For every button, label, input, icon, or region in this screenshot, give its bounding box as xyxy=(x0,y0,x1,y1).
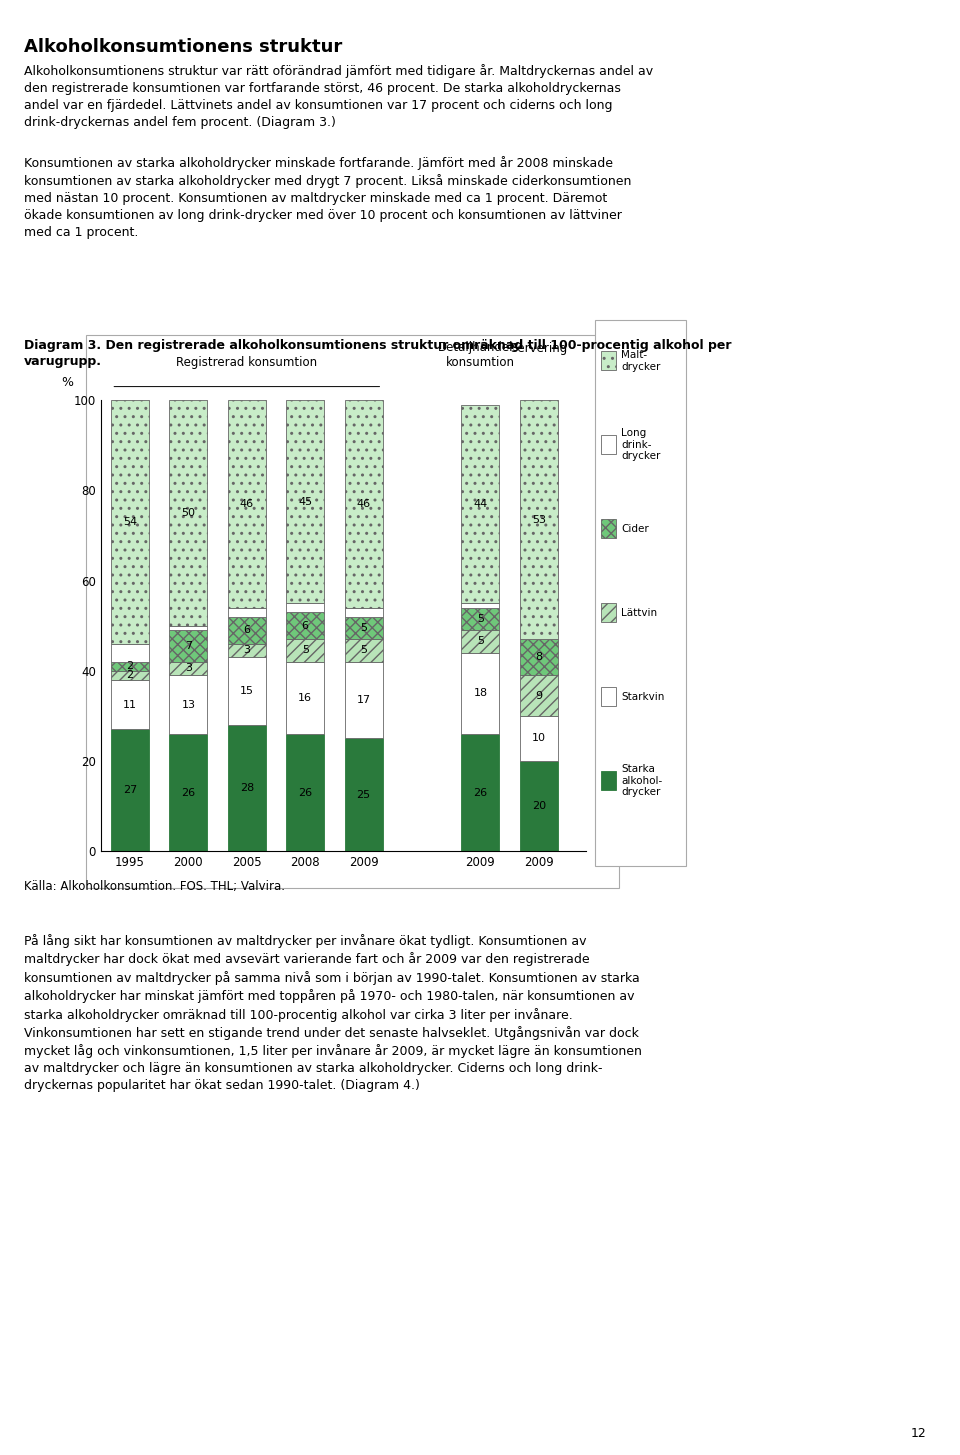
Text: 7: 7 xyxy=(185,642,192,650)
Bar xyxy=(462,733,499,851)
Bar xyxy=(286,639,324,662)
Text: Diagram 3. Den registrerade alkoholkonsumtionens struktur omräknad till 100-proc: Diagram 3. Den registrerade alkoholkonsu… xyxy=(24,339,732,368)
Bar xyxy=(169,662,207,675)
Bar xyxy=(169,630,207,662)
Bar xyxy=(345,617,383,639)
Text: 9: 9 xyxy=(536,691,542,700)
Text: Källa: Alkoholkonsumtion. FOS. THL; Valvira.: Källa: Alkoholkonsumtion. FOS. THL; Valv… xyxy=(24,880,285,893)
Bar xyxy=(286,400,324,602)
Bar xyxy=(169,626,207,630)
Bar xyxy=(228,608,266,617)
Bar xyxy=(228,658,266,725)
Bar xyxy=(345,738,383,851)
Bar xyxy=(520,400,558,639)
Bar xyxy=(520,716,558,761)
Text: 12: 12 xyxy=(911,1427,926,1440)
Text: Malt-
drycker: Malt- drycker xyxy=(621,351,660,371)
Text: 44: 44 xyxy=(473,499,488,509)
Text: Lättvin: Lättvin xyxy=(621,608,658,618)
Text: Detaljhandels-
konsumtion: Detaljhandels- konsumtion xyxy=(438,340,523,368)
Bar xyxy=(286,662,324,733)
Bar xyxy=(520,639,558,675)
Text: 2: 2 xyxy=(127,671,133,681)
Text: 18: 18 xyxy=(473,688,488,698)
Bar xyxy=(111,671,149,679)
Bar xyxy=(228,643,266,658)
Text: 6: 6 xyxy=(243,626,251,636)
Bar xyxy=(520,675,558,716)
Bar xyxy=(169,675,207,733)
Bar xyxy=(345,662,383,738)
Bar xyxy=(228,725,266,851)
Text: 5: 5 xyxy=(477,636,484,646)
Bar xyxy=(111,400,149,643)
Text: Starka
alkohol-
drycker: Starka alkohol- drycker xyxy=(621,764,662,797)
Bar xyxy=(462,608,499,630)
Text: 5: 5 xyxy=(301,646,309,655)
Text: 13: 13 xyxy=(181,700,196,710)
Bar xyxy=(462,630,499,653)
Text: 26: 26 xyxy=(181,787,196,797)
Text: Registrerad konsumtion: Registrerad konsumtion xyxy=(177,355,318,368)
Text: 54: 54 xyxy=(123,517,137,527)
Text: Alkoholkonsumtionens struktur: Alkoholkonsumtionens struktur xyxy=(24,38,343,55)
Text: 16: 16 xyxy=(299,693,312,703)
Text: 20: 20 xyxy=(532,802,546,810)
Bar xyxy=(345,608,383,617)
Text: 6: 6 xyxy=(301,621,309,630)
Text: 28: 28 xyxy=(240,783,254,793)
Bar xyxy=(462,653,499,733)
Text: Long
drink-
drycker: Long drink- drycker xyxy=(621,428,660,461)
Bar xyxy=(228,617,266,643)
Text: 3: 3 xyxy=(185,663,192,674)
Bar xyxy=(345,400,383,608)
Bar xyxy=(286,733,324,851)
Text: Alkoholkonsumtionens struktur var rätt oförändrad jämfört med tidigare år. Maltd: Alkoholkonsumtionens struktur var rätt o… xyxy=(24,64,653,129)
Bar xyxy=(520,761,558,851)
Bar xyxy=(462,404,499,602)
Text: 11: 11 xyxy=(123,700,137,710)
Bar xyxy=(169,400,207,626)
Text: 8: 8 xyxy=(536,652,542,662)
Text: 27: 27 xyxy=(123,786,137,796)
Text: Cider: Cider xyxy=(621,524,649,534)
Bar xyxy=(462,602,499,608)
Text: 46: 46 xyxy=(356,499,371,509)
Text: 15: 15 xyxy=(240,687,253,695)
Text: 53: 53 xyxy=(532,515,546,525)
Bar xyxy=(286,602,324,613)
Text: Starkvin: Starkvin xyxy=(621,691,664,701)
Text: På lång sikt har konsumtionen av maltdrycker per invånare ökat tydligt. Konsumti: På lång sikt har konsumtionen av maltdry… xyxy=(24,934,642,1093)
Bar xyxy=(345,639,383,662)
Text: 45: 45 xyxy=(299,496,312,506)
Text: 46: 46 xyxy=(240,499,253,509)
Text: 17: 17 xyxy=(356,695,371,706)
Text: 5: 5 xyxy=(477,614,484,624)
Bar xyxy=(111,662,149,671)
Bar xyxy=(228,400,266,608)
Text: Servering: Servering xyxy=(511,342,567,355)
Text: 26: 26 xyxy=(473,787,488,797)
Bar xyxy=(111,679,149,729)
Bar xyxy=(111,643,149,662)
Text: 5: 5 xyxy=(360,623,367,633)
Text: 25: 25 xyxy=(356,790,371,800)
Y-axis label: %: % xyxy=(60,375,73,388)
Text: Konsumtionen av starka alkoholdrycker minskade fortfarande. Jämfört med år 2008 : Konsumtionen av starka alkoholdrycker mi… xyxy=(24,156,632,239)
Text: 10: 10 xyxy=(532,733,546,744)
Text: 2: 2 xyxy=(127,661,133,671)
Text: 50: 50 xyxy=(181,508,196,518)
Text: 3: 3 xyxy=(243,646,251,655)
Text: 5: 5 xyxy=(360,646,367,655)
Text: 26: 26 xyxy=(299,787,312,797)
Bar xyxy=(169,733,207,851)
Bar xyxy=(286,613,324,639)
Bar xyxy=(111,729,149,851)
